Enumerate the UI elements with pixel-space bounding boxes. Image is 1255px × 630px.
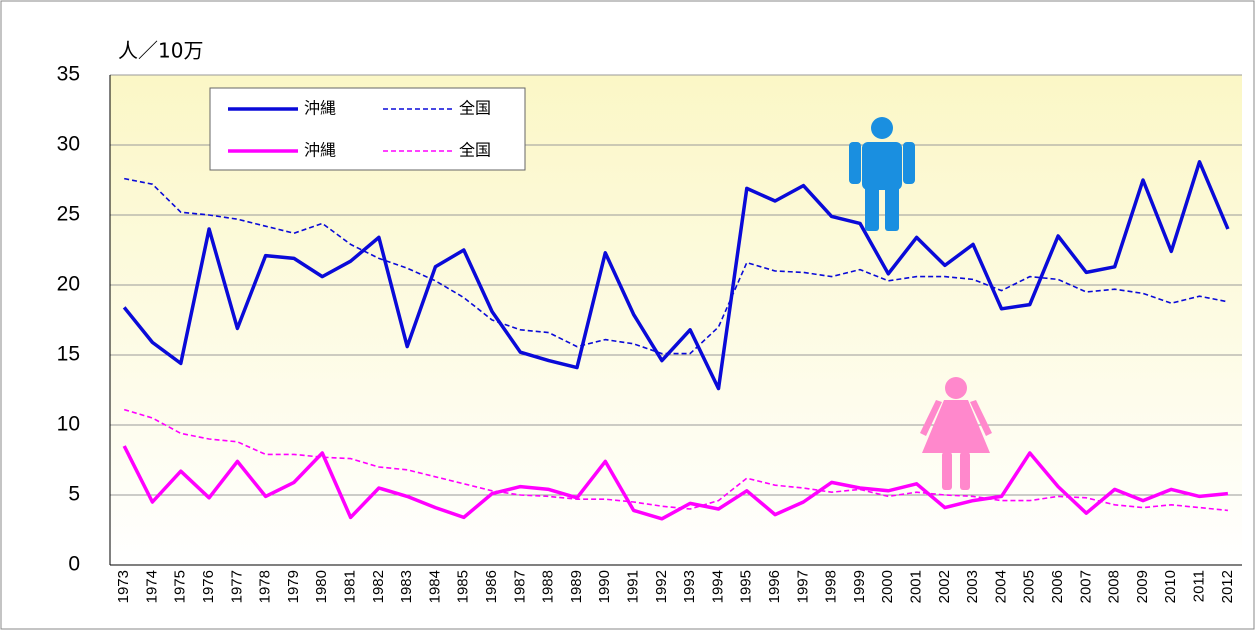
- x-tick-label: 2012: [1219, 570, 1236, 603]
- x-tick-label: 1976: [200, 570, 217, 603]
- x-tick-label: 2010: [1162, 570, 1179, 603]
- x-tick-label: 1993: [681, 570, 698, 603]
- x-tick-label: 1998: [823, 570, 840, 603]
- x-tick-label: 2006: [1049, 570, 1066, 603]
- legend-label: 全国: [459, 99, 491, 118]
- y-tick-label: 5: [68, 483, 80, 506]
- x-tick-label: 1994: [709, 570, 726, 603]
- male-icon: [849, 117, 915, 231]
- x-tick-label: 1988: [540, 570, 557, 603]
- x-tick-label: 1974: [143, 570, 160, 603]
- y-unit-label: 人／10万: [118, 39, 203, 63]
- x-tick-label: 1978: [257, 570, 274, 603]
- x-tick-label: 1989: [568, 570, 585, 603]
- x-tick-label: 2004: [992, 570, 1009, 603]
- x-tick-label: 1981: [342, 570, 359, 603]
- x-tick-label: 1983: [398, 570, 415, 603]
- x-tick-label: 1980: [313, 570, 330, 603]
- x-tick-label: 1984: [426, 570, 443, 603]
- x-tick-label: 1987: [511, 570, 528, 603]
- legend-label: 沖縄: [304, 99, 336, 118]
- x-tick-label: 1995: [738, 570, 755, 603]
- x-tick-label: 1992: [653, 570, 670, 603]
- x-tick-label: 1982: [370, 570, 387, 603]
- x-tick-label: 2009: [1134, 570, 1151, 603]
- x-tick-label: 2011: [1191, 570, 1208, 602]
- x-tick-label: 1991: [625, 570, 642, 603]
- x-tick-label: 2002: [936, 570, 953, 603]
- series-line: [123, 408, 1228, 512]
- x-tick-label: 2007: [1077, 570, 1094, 603]
- y-tick-label: 15: [57, 343, 80, 366]
- x-tick-label: 2003: [964, 570, 981, 603]
- series-line: [122, 445, 1229, 521]
- y-tick-label: 0: [68, 553, 80, 576]
- x-tick-label: 2005: [1021, 570, 1038, 603]
- female-icon: [920, 377, 992, 490]
- x-tick-label: 1977: [228, 570, 245, 603]
- x-tick-label: 1996: [766, 570, 783, 603]
- x-tick-label: 2001: [908, 570, 925, 603]
- legend-label: 沖縄: [304, 141, 336, 160]
- series-line: [122, 160, 1230, 391]
- x-tick-label: 1997: [794, 570, 811, 603]
- y-tick-label: 25: [57, 203, 80, 226]
- y-tick-label: 20: [57, 273, 80, 296]
- x-tick-label: 1986: [483, 570, 500, 603]
- x-tick-label: 1973: [115, 570, 132, 603]
- x-tick-label: 2008: [1106, 570, 1123, 603]
- series-line: [124, 177, 1229, 355]
- y-tick-label: 30: [57, 133, 80, 156]
- legend-label: 全国: [459, 141, 491, 160]
- x-tick-label: 1999: [851, 570, 868, 603]
- x-tick-label: 1985: [455, 570, 472, 603]
- y-tick-label: 35: [57, 63, 80, 86]
- y-tick-label: 10: [57, 413, 80, 436]
- legend: [209, 87, 526, 171]
- x-tick-label: 1975: [172, 570, 189, 603]
- x-tick-label: 1979: [285, 570, 302, 603]
- x-tick-label: 2000: [879, 570, 896, 603]
- x-tick-label: 1990: [596, 570, 613, 603]
